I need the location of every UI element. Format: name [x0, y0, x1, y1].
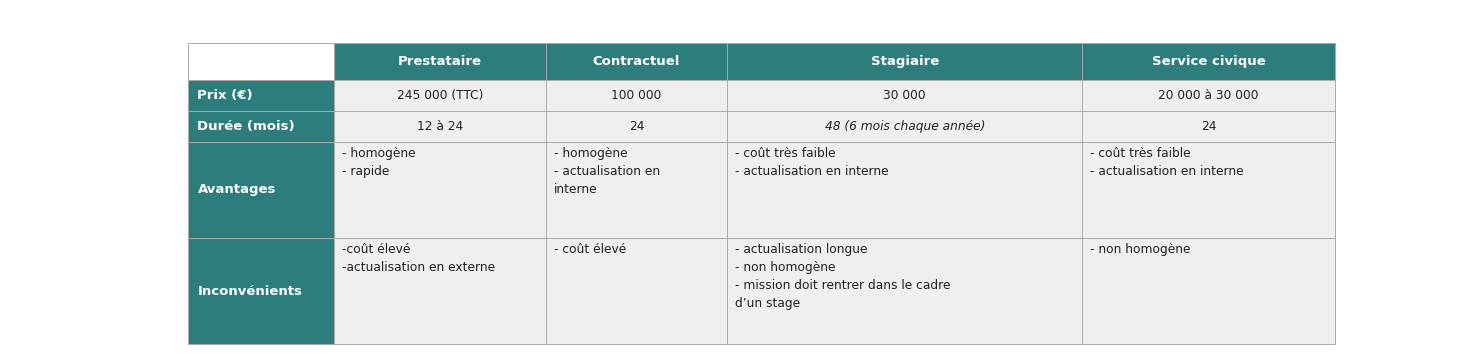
Bar [546, 142, 728, 238]
Text: - coût très faible
- actualisation en interne: - coût très faible - actualisation en in… [735, 147, 889, 178]
Bar [1083, 111, 1334, 142]
Bar [188, 43, 334, 80]
Bar [728, 111, 1083, 142]
Bar [728, 238, 1083, 345]
Text: 100 000: 100 000 [611, 89, 661, 102]
Bar [188, 238, 334, 345]
Text: Contractuel: Contractuel [593, 55, 680, 68]
Bar [334, 43, 546, 80]
Text: -coût élevé
-actualisation en externe: -coût élevé -actualisation en externe [342, 243, 495, 274]
Bar [334, 111, 546, 142]
Text: - non homogène: - non homogène [1090, 243, 1191, 256]
Bar [546, 111, 728, 142]
Text: 24: 24 [1201, 120, 1216, 133]
Bar [1083, 43, 1334, 80]
Bar [188, 80, 334, 111]
Text: Service civique: Service civique [1152, 55, 1266, 68]
Text: - coût très faible
- actualisation en interne: - coût très faible - actualisation en in… [1090, 147, 1244, 178]
Text: Avantages: Avantages [198, 183, 277, 196]
Text: 24: 24 [629, 120, 645, 133]
Text: 245 000 (TTC): 245 000 (TTC) [396, 89, 484, 102]
Bar [334, 238, 546, 345]
Bar [728, 43, 1083, 80]
Text: Stagiaire: Stagiaire [871, 55, 939, 68]
Text: - homogène
- actualisation en
interne: - homogène - actualisation en interne [555, 147, 660, 196]
Bar [1083, 142, 1334, 238]
Bar [546, 43, 728, 80]
Bar [728, 142, 1083, 238]
Bar [188, 111, 334, 142]
Text: 30 000: 30 000 [883, 89, 926, 102]
Text: Inconvénients: Inconvénients [198, 285, 302, 298]
Text: Durée (mois): Durée (mois) [198, 120, 296, 133]
Bar [546, 80, 728, 111]
Text: Prestataire: Prestataire [398, 55, 482, 68]
Text: Prix (€): Prix (€) [198, 89, 253, 102]
Bar [334, 142, 546, 238]
Text: 48 (6 mois chaque année): 48 (6 mois chaque année) [824, 120, 985, 133]
Text: 12 à 24: 12 à 24 [417, 120, 463, 133]
Bar [546, 238, 728, 345]
Text: - coût élevé: - coût élevé [555, 243, 626, 256]
Bar [188, 142, 334, 238]
Text: - actualisation longue
- non homogène
- mission doit rentrer dans le cadre
d’un : - actualisation longue - non homogène - … [735, 243, 951, 310]
Bar [728, 80, 1083, 111]
Text: - homogène
- rapide: - homogène - rapide [342, 147, 416, 178]
Bar [1083, 238, 1334, 345]
Bar [334, 80, 546, 111]
Bar [1083, 80, 1334, 111]
Text: 20 000 à 30 000: 20 000 à 30 000 [1158, 89, 1259, 102]
